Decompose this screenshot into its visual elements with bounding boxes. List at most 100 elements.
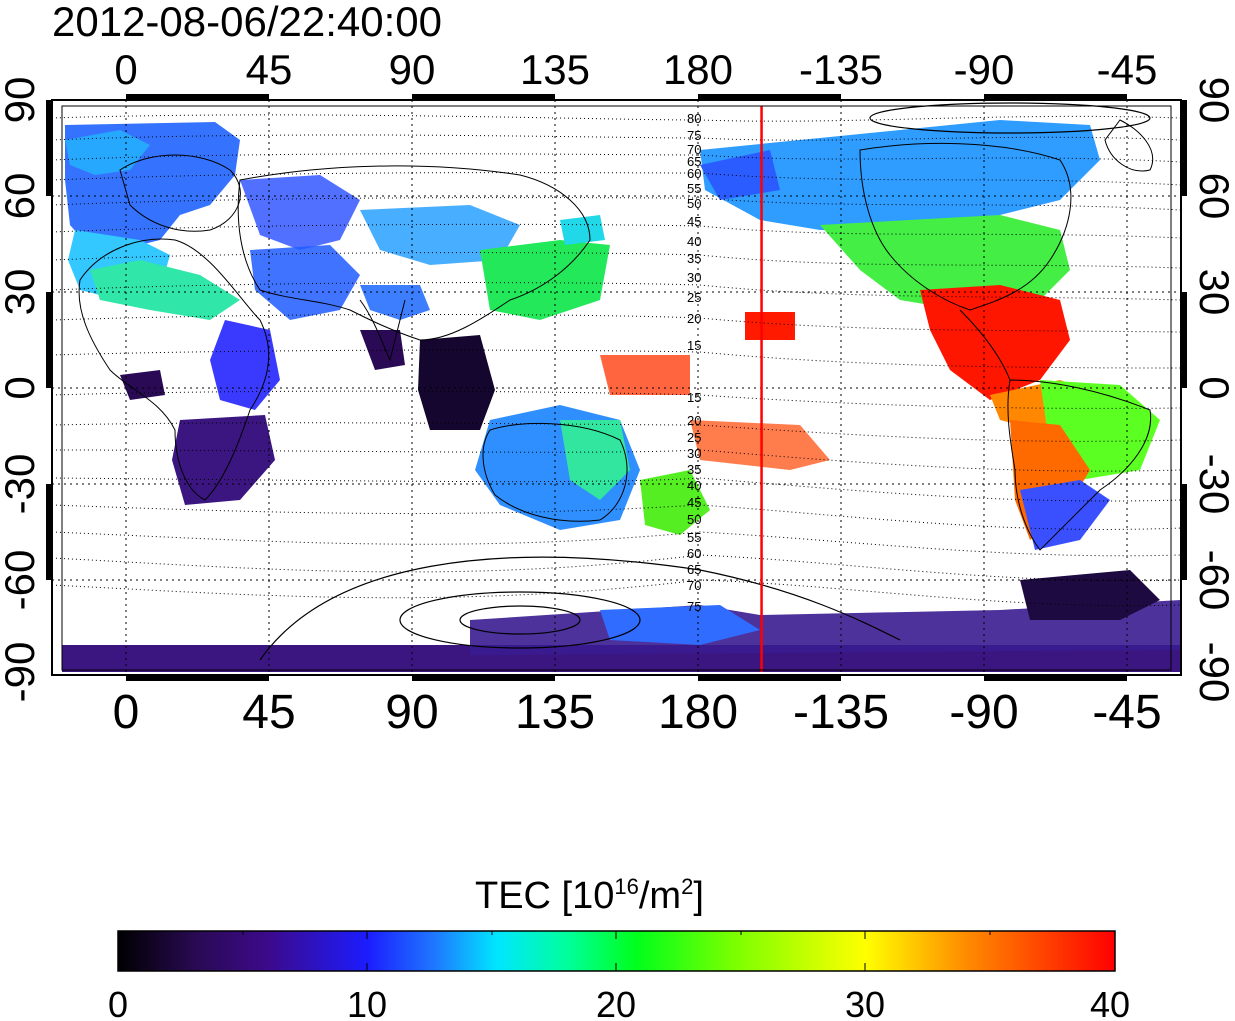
top-tick-label: 0 (114, 46, 137, 93)
colorbar-label-mid: /m (639, 875, 681, 917)
bottom-tick-label: 135 (515, 686, 595, 739)
left-tick-label: 90 (0, 77, 43, 124)
tec-patch-antarctica-blue (600, 605, 760, 645)
contour-label: 40 (687, 478, 701, 493)
right-tick-label: -60 (1191, 550, 1235, 611)
colorbar-tick-label: 20 (596, 984, 636, 1021)
contour-label: 20 (687, 311, 701, 326)
colorbar-title: TEC [1016/m2] (475, 874, 704, 917)
contour-label: 80 (687, 111, 701, 126)
svg-text:TEC [1016/m2]: TEC [1016/m2] (475, 874, 704, 917)
contour-label: 15 (687, 390, 701, 405)
tec-patch-hawaii (745, 312, 795, 340)
tec-patch-antarctica-dark (1020, 570, 1160, 620)
top-longitude-labels: 0 45 90 135 180 -135 -90 -45 (114, 46, 1157, 93)
right-tick-label: 30 (1191, 269, 1235, 316)
tec-data-patches (62, 120, 1181, 672)
north-contour-labels: 80 75 70 65 60 55 50 45 40 35 30 25 20 1… (687, 111, 701, 353)
contour-label: 50 (687, 512, 701, 527)
south-contour-labels: 15 20 25 30 35 40 45 50 55 60 65 70 75 (687, 390, 701, 614)
south-pole-contours (259, 102, 1151, 661)
contour-label: 75 (687, 599, 701, 614)
left-tick-label: -60 (0, 550, 43, 611)
tec-patch-africa-west (120, 370, 165, 400)
colorbar-tick-label: 10 (347, 984, 387, 1021)
contour-label: 75 (687, 128, 701, 143)
map-inner-frame (61, 105, 1172, 671)
tec-patch-alaska (700, 150, 780, 200)
tec-patch-new-zealand (640, 470, 710, 535)
contour-label: 55 (687, 530, 701, 545)
contour-label: 25 (687, 430, 701, 445)
right-tick-label: 0 (1191, 376, 1235, 399)
colorbar-label-sup2: 2 (681, 874, 693, 899)
tec-patch-mexico-caribbean (920, 285, 1070, 400)
bottom-tick-label: 180 (658, 686, 738, 739)
right-tick-label: -90 (1191, 642, 1235, 703)
tec-patch-argentina (1020, 480, 1110, 550)
top-tick-label: -135 (799, 46, 883, 93)
top-tick-label: 45 (246, 46, 293, 93)
bottom-tick-label: -90 (949, 686, 1018, 739)
top-tick-label: -90 (954, 46, 1015, 93)
bottom-tick-label: -135 (793, 686, 889, 739)
top-tick-label: 90 (389, 46, 436, 93)
contour-label: 65 (687, 154, 701, 169)
contour-label: 35 (687, 251, 701, 266)
contour-label: 55 (687, 181, 701, 196)
bottom-tick-label: 0 (113, 686, 140, 739)
top-tick-label: 135 (520, 46, 590, 93)
contour-label: 25 (687, 290, 701, 305)
tec-patch-australia-green (560, 420, 630, 500)
bottom-tick-label: 45 (242, 686, 295, 739)
tec-patch-canada (700, 120, 1100, 230)
contour-label: 35 (687, 462, 701, 477)
contour-label: 45 (687, 495, 701, 510)
right-tick-label: 60 (1191, 173, 1235, 220)
contour-label: 40 (687, 234, 701, 249)
colorbar-tick-label: 40 (1090, 984, 1130, 1021)
left-tick-label: -90 (0, 642, 43, 703)
left-tick-label: 0 (0, 376, 43, 399)
top-tick-label: -45 (1097, 46, 1158, 93)
contour-label: 65 (687, 562, 701, 577)
colorbar-tick-label: 30 (845, 984, 885, 1021)
bottom-longitude-labels: 0 45 90 135 180 -135 -90 -45 (113, 686, 1162, 739)
contour-label: 45 (687, 214, 701, 229)
tec-patch-india (360, 330, 405, 370)
tec-patch-central-asia (250, 245, 360, 320)
bottom-tick-label: 90 (385, 686, 438, 739)
geomagnetic-contours (52, 114, 1181, 607)
colorbar-ticks (242, 931, 991, 971)
tec-patch-europe-cyan (65, 130, 150, 175)
map-border-segments (46, 94, 1187, 681)
map-title: 2012-08-06/22:40:00 (52, 0, 442, 45)
left-tick-label: 60 (0, 173, 43, 220)
tec-patch-japan-cyan (560, 215, 605, 245)
contour-label: 50 (687, 196, 701, 211)
tec-patch-russia (240, 175, 360, 250)
contour-label: 60 (687, 546, 701, 561)
right-tick-label: 90 (1191, 77, 1235, 124)
tec-patch-pacific-red-2 (690, 420, 830, 470)
colorbar-tick-label: 0 (108, 984, 128, 1021)
contour-label: 30 (687, 270, 701, 285)
map-plot: 80 75 70 65 60 55 50 45 40 35 30 25 20 1… (52, 100, 1181, 675)
tec-patch-mediterranean (90, 260, 240, 320)
left-tick-label: 30 (0, 269, 43, 316)
tec-patch-pacific-red-1 (600, 355, 690, 395)
tec-patch-africa-south (172, 415, 275, 505)
top-tick-label: 180 (663, 46, 733, 93)
bottom-tick-label: -45 (1092, 686, 1161, 739)
contour-label: 30 (687, 446, 701, 461)
coastlines (78, 119, 1154, 551)
right-tick-label: -30 (1191, 454, 1235, 515)
colorbar-label-end: ] (693, 875, 704, 917)
contour-label: 15 (687, 338, 701, 353)
contour-label: 60 (687, 166, 701, 181)
right-latitude-labels: 90 60 30 0 -30 -60 -90 (1191, 77, 1235, 703)
left-latitude-labels: 90 60 30 0 -30 -60 -90 (0, 77, 43, 703)
colorbar-label-main: TEC [10 (475, 875, 614, 917)
tec-patch-usa (820, 215, 1070, 310)
